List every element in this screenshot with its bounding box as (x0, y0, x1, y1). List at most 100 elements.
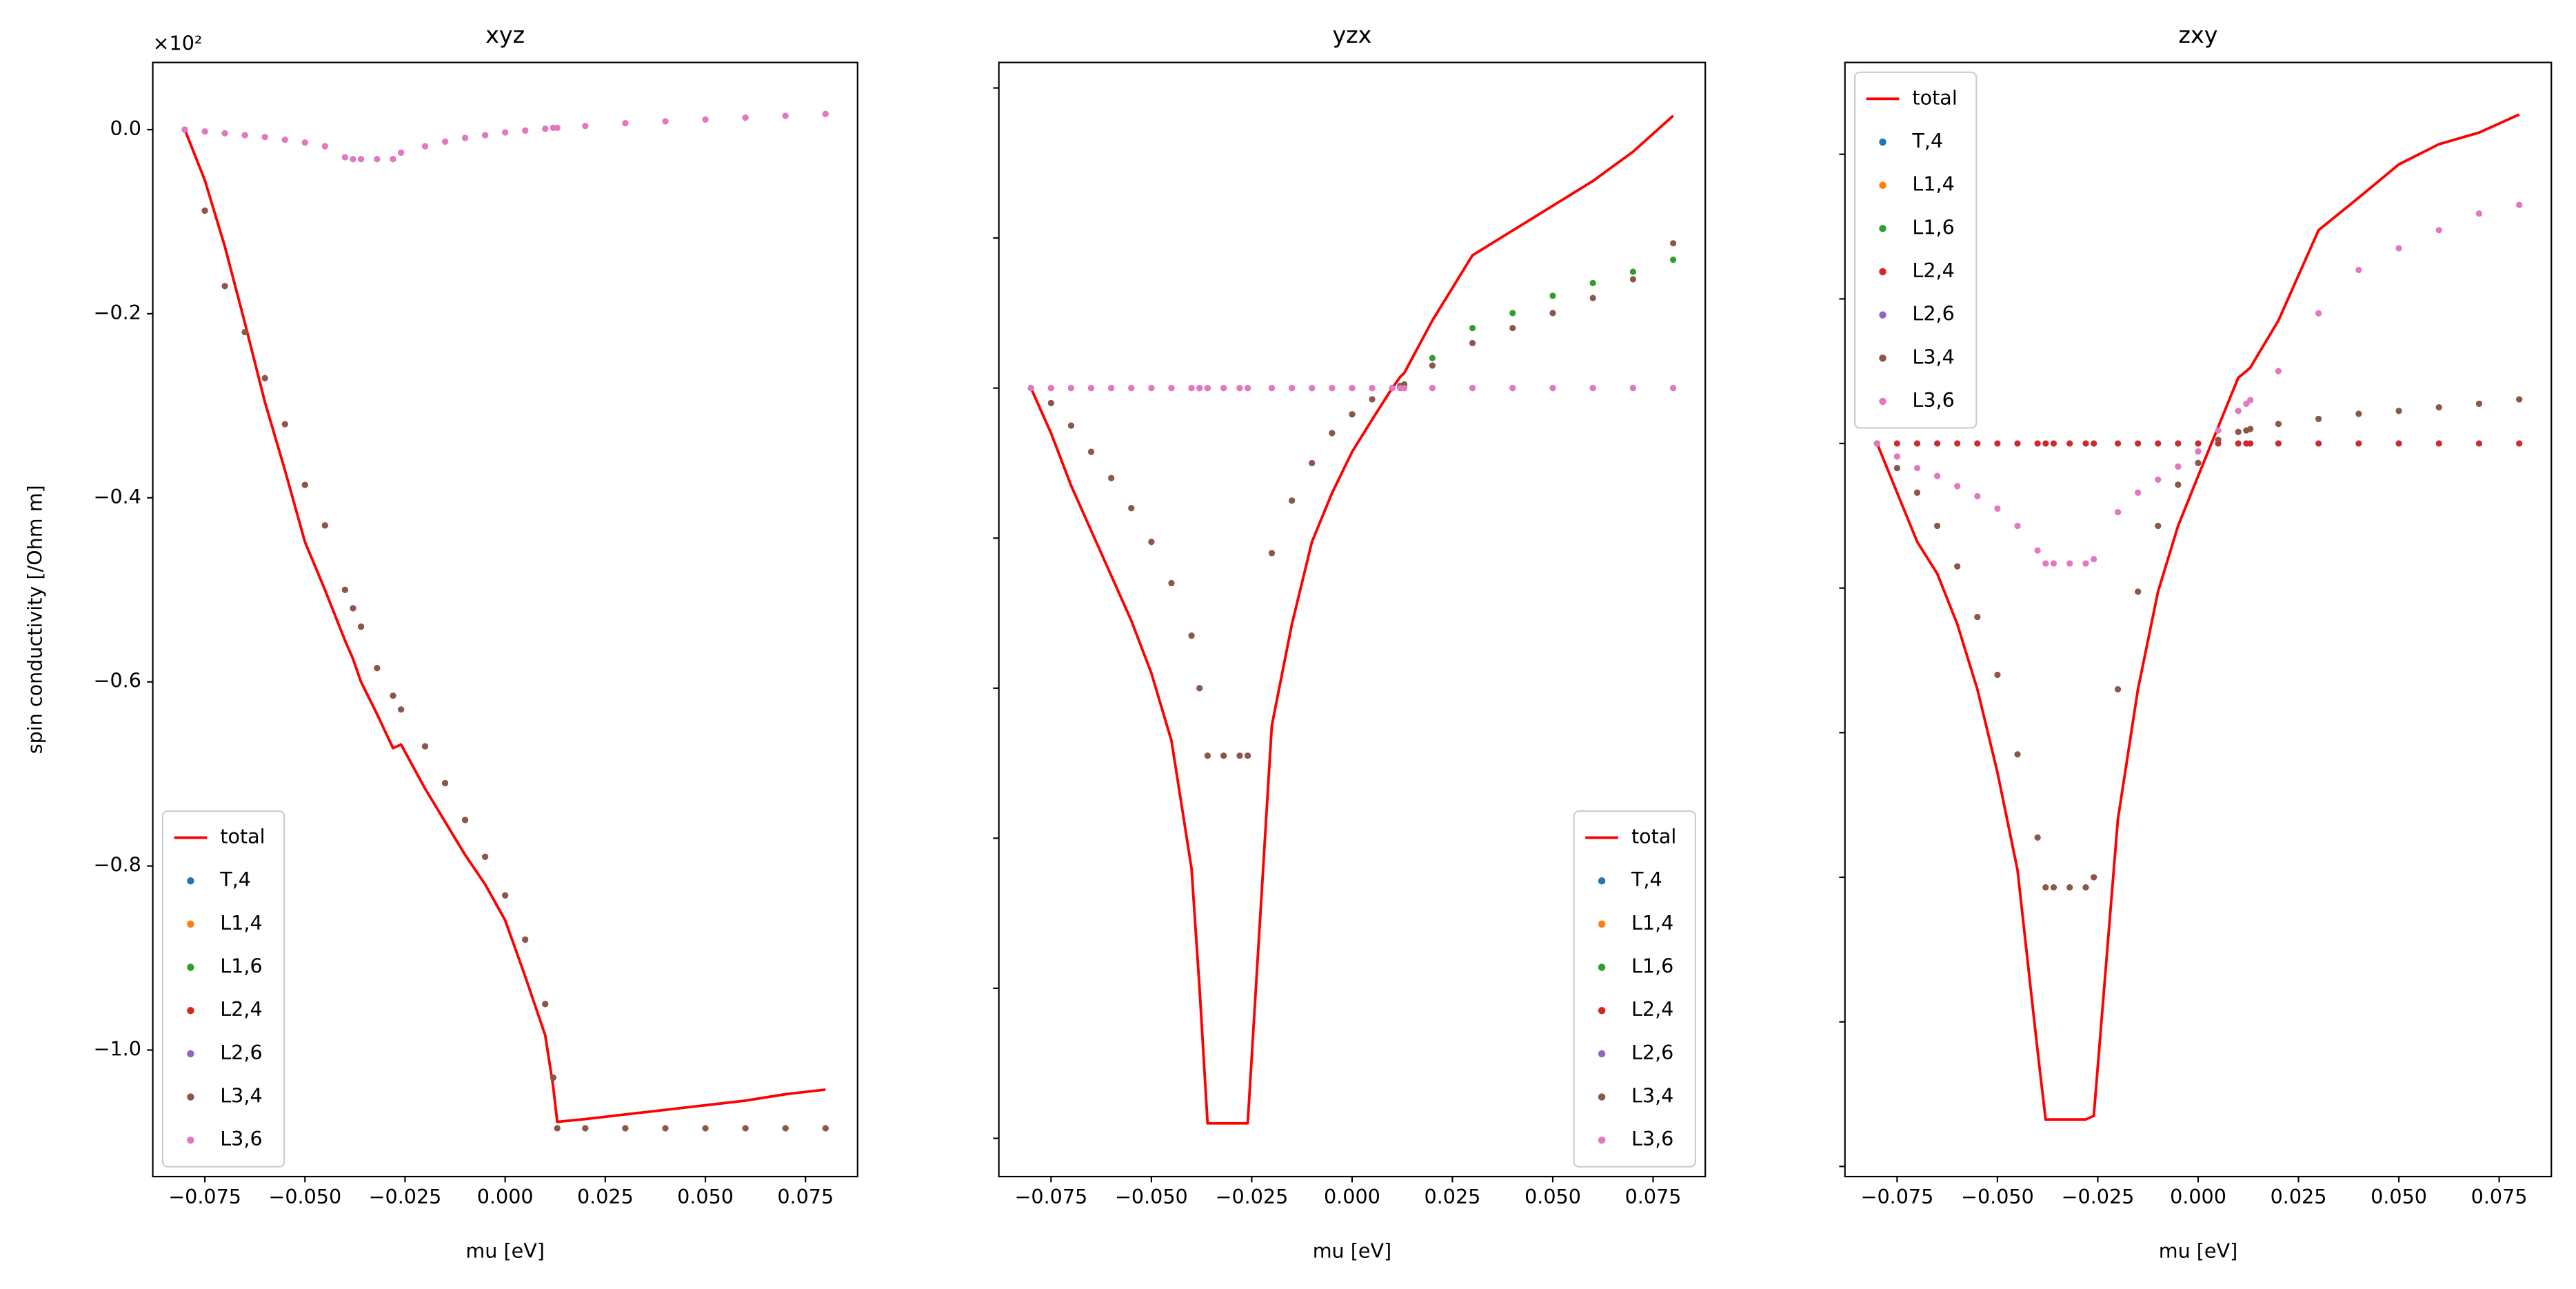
scatter-point (1589, 385, 1596, 392)
scatter-point (742, 1125, 749, 1132)
scatter-point (1629, 276, 1636, 283)
legend-dot (1598, 920, 1606, 928)
x-tick-label: 0.000 (2170, 1185, 2226, 1208)
x-tick-label: 0.000 (1324, 1185, 1380, 1208)
x-tick-label: 0.075 (2471, 1185, 2528, 1208)
scatter-point (2247, 440, 2254, 447)
x-tick-label: −0.075 (1014, 1185, 1087, 1208)
legend-dot (1879, 354, 1886, 362)
scatter-point (2115, 509, 2122, 516)
scatter-point (1509, 385, 1516, 392)
scatter-point (390, 156, 396, 163)
scatter-point (2155, 440, 2162, 447)
scatter-point (2195, 459, 2202, 466)
scatter-point (1994, 671, 2001, 679)
scatter-point (1108, 474, 1115, 481)
scatter-point (2082, 560, 2089, 567)
legend-label: L1,6 (1912, 215, 1954, 239)
legend-label: L3,6 (220, 1127, 262, 1150)
scatter-point (1349, 385, 1356, 392)
scatter-point (421, 143, 429, 150)
scatter-point (201, 207, 208, 214)
x-axis-label: mu [eV] (2159, 1239, 2237, 1263)
scatter-point (542, 1001, 549, 1008)
scatter-point (2155, 523, 2162, 530)
x-tick-label: 0.075 (1625, 1185, 1682, 1208)
legend-box (1853, 71, 1978, 429)
legend-label: L2,6 (1631, 1041, 1673, 1064)
scatter-point (1309, 385, 1316, 392)
legend-dot (187, 1093, 194, 1101)
scatter-point (2091, 556, 2097, 563)
scatter-point (2516, 396, 2523, 403)
legend-dot (1598, 1006, 1606, 1015)
scatter-point (1289, 497, 1296, 504)
scatter-point (374, 156, 381, 163)
scatter-point (1629, 268, 1636, 275)
legend-label: total (220, 825, 265, 848)
scatter-point (1994, 505, 2001, 512)
legend-label: L2,4 (1912, 259, 1954, 282)
scatter-point (2091, 874, 2097, 881)
scatter-point (2034, 440, 2041, 447)
scatter-point (1974, 493, 1981, 500)
scatter-point (1934, 472, 1941, 479)
scatter-point (321, 143, 328, 150)
scatter-point (281, 421, 288, 428)
scatter-point (2516, 201, 2523, 208)
x-tick-label: −0.025 (369, 1185, 442, 1208)
scatter-point (1429, 362, 1436, 369)
scatter-point (2050, 560, 2057, 567)
scatter-point (2175, 440, 2182, 447)
scatter-point (622, 120, 629, 127)
scatter-point (2315, 310, 2322, 317)
scatter-point (1401, 385, 1408, 392)
scatter-point (358, 623, 365, 630)
scatter-point (2050, 440, 2057, 447)
scatter-point (2475, 440, 2483, 447)
scatter-point (822, 1125, 829, 1132)
scatter-point (1389, 385, 1396, 392)
scatter-point (622, 1125, 629, 1132)
scatter-point (482, 853, 489, 860)
x-tick-label: 0.025 (2271, 1185, 2327, 1208)
legend-label: L2,6 (220, 1041, 262, 1064)
scatter-point (1469, 325, 1476, 332)
scatter-point (2355, 410, 2362, 417)
scatter-point (554, 124, 561, 131)
scatter-point (462, 134, 469, 141)
scatter-point (442, 779, 449, 787)
x-axis-label: mu [eV] (465, 1239, 544, 1263)
legend-dot (1879, 311, 1886, 319)
scatter-point (702, 1125, 709, 1132)
legend-dot (187, 877, 194, 885)
scatter-point (822, 110, 829, 117)
scatter-point (1236, 752, 1243, 759)
scatter-point (2034, 547, 2041, 554)
scatter-point (1268, 550, 1276, 557)
legend-label: L1,4 (1912, 172, 1954, 196)
legend-dot (187, 963, 194, 971)
scatter-point (2014, 440, 2021, 447)
legend-label: L1,4 (1631, 911, 1673, 935)
scatter-point (702, 116, 709, 123)
scatter-point (1670, 240, 1677, 247)
legend-dot (1879, 225, 1886, 232)
scatter-point (2175, 463, 2182, 470)
scatter-point (2115, 686, 2122, 692)
panel-title: xyz (485, 21, 525, 48)
scatter-point (2435, 404, 2442, 411)
scatter-point (2275, 368, 2282, 374)
scatter-point (522, 936, 529, 943)
legend-dot (187, 1006, 194, 1015)
legend-dot (187, 1050, 194, 1058)
scatter-point (542, 126, 549, 132)
scatter-point (390, 692, 396, 699)
legend-label: T,4 (219, 868, 251, 891)
legend-label: L3,4 (220, 1084, 262, 1108)
scatter-point (1204, 752, 1211, 759)
scatter-point (1349, 411, 1356, 418)
scatter-point (1067, 385, 1074, 392)
scatter-point (1429, 385, 1436, 392)
scatter-point (1148, 539, 1155, 546)
